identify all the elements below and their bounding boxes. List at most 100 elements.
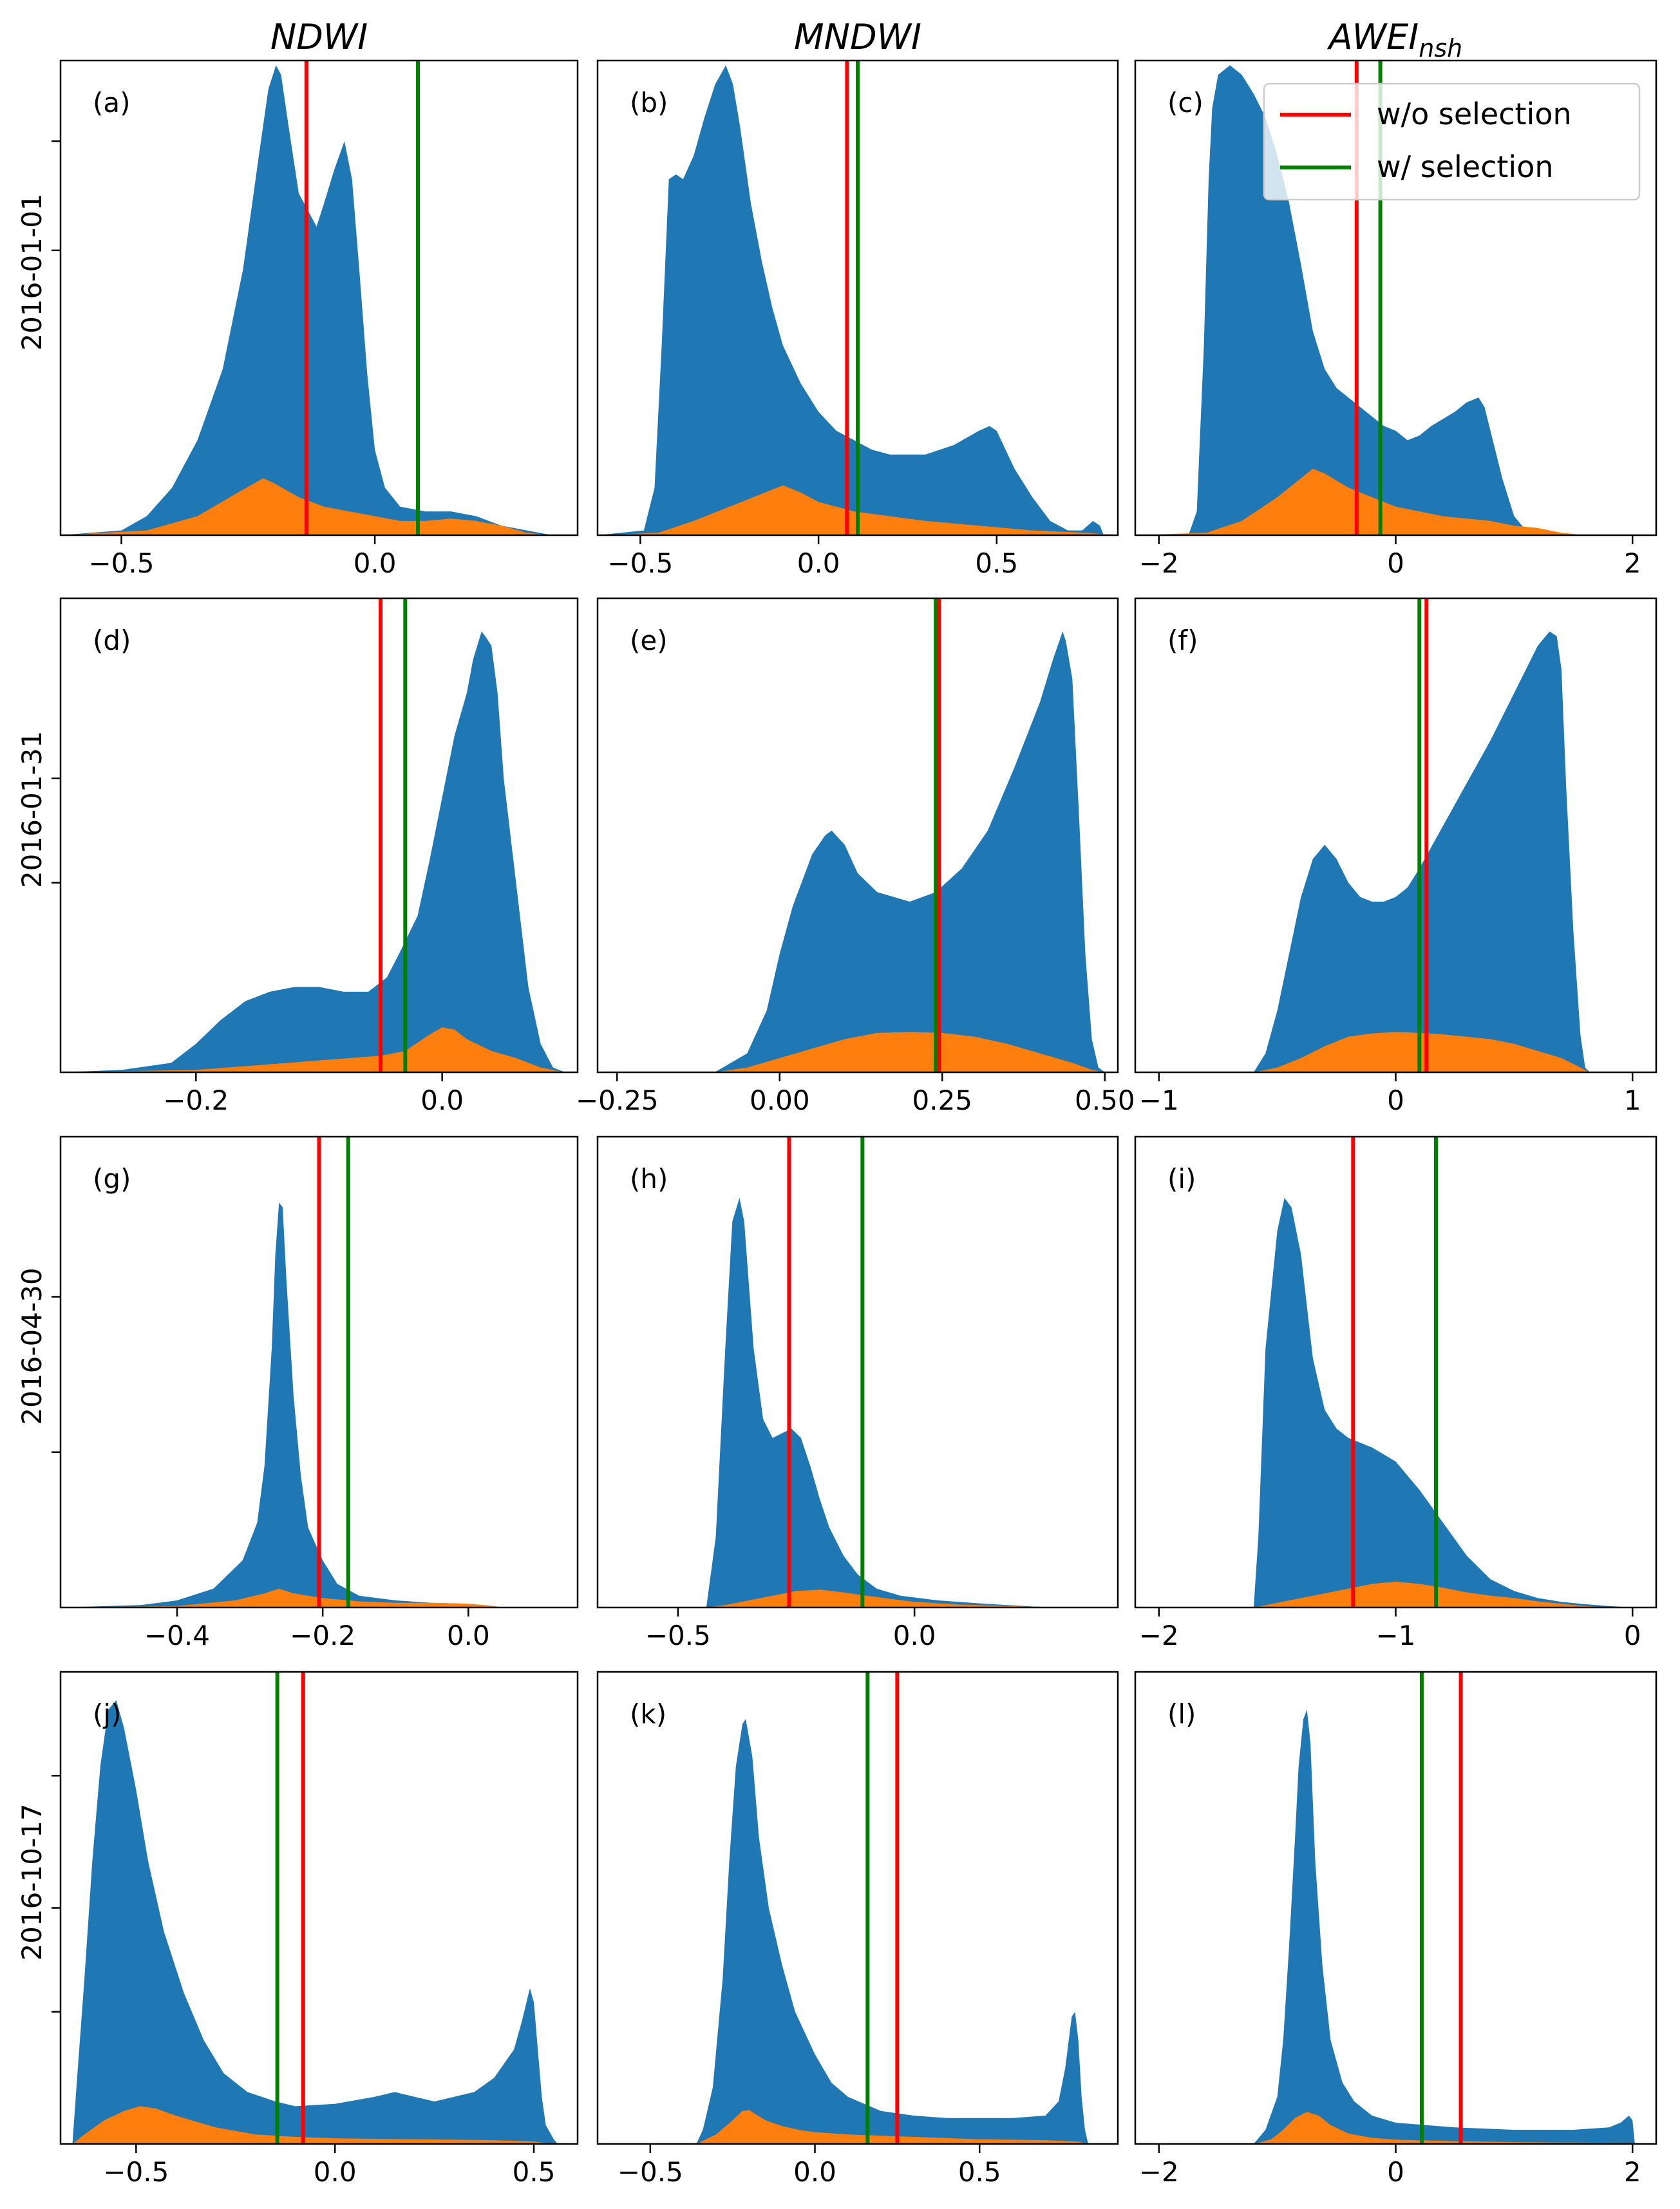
x-tick-label: 0.0 [447,1620,490,1651]
panel-label: (d) [93,625,131,656]
legend-box [1263,82,1641,201]
x-tick-label: 0 [1387,1085,1404,1116]
column-title-main: MNDWI [794,17,921,57]
histogram-subset [598,485,1118,535]
axes-frame [1134,1671,1657,2145]
x-tick-label: 1 [1624,1085,1641,1116]
histogram-all-pixels [61,1700,578,2144]
panels-grid: −0.5 0.0 (a) −0.5 0.0 0.5 (b) −2 0 2 (c) −0.2 0.0 (d)… [52,59,1657,2188]
x-tick-label: 2 [1624,547,1641,579]
panel-k: −0.5 0.0 0.5 (k) [596,1671,1119,2188]
histogram-subset [598,1032,1118,1072]
panel-f: −1 0 1 (f) [1134,597,1657,1116]
panel-label: (l) [1167,1698,1196,1730]
x-tick-label: 0.50 [1075,1085,1135,1116]
panel-h: −0.5 0.0 (h) [596,1135,1119,1651]
panel-label: (k) [630,1698,666,1730]
x-tick-label: 0.0 [893,1620,936,1651]
column-title: NDWI [270,17,368,57]
x-tick-label: 0.0 [420,1085,464,1116]
row-label: 2016-01-01 [16,193,48,350]
panel-b: −0.5 0.0 0.5 (b) [596,59,1119,579]
x-tick-label: 2 [1624,2156,1641,2188]
panel-d: −0.2 0.0 (d) [52,597,579,1116]
row-label: 2016-01-31 [16,731,48,888]
x-tick-label: 0.5 [513,2156,556,2188]
panel-g: −0.4 −0.2 0.0 (g) [52,1135,579,1651]
histogram-subset [1135,1581,1656,1607]
x-tick-label: 0.0 [793,2156,836,2188]
x-tick-label: −2 [1139,1620,1179,1651]
panel-label: (b) [630,87,668,119]
x-tick-label: −0.5 [645,1620,711,1651]
panel-j: −0.5 0.0 0.5 (j) [52,1671,579,2188]
x-tick-label: 0.5 [975,547,1018,579]
panel-label: (i) [1167,1163,1196,1195]
x-tick-label: −0.5 [607,547,673,579]
row-label: 2016-10-17 [16,1803,48,1960]
histogram-all-pixels [598,1719,1118,2144]
row-labels: 2016-01-01 2016-01-31 2016-04-30 2016-10-17 [16,193,48,1960]
x-tick-label: 0.0 [354,547,397,579]
histogram-all-pixels [61,65,578,535]
histogram-all-pixels [1135,1709,1656,2144]
histogram-all-pixels [598,631,1118,1072]
histogram-subset [598,2110,1118,2144]
x-tick-label: −0.2 [290,1620,355,1651]
panel-i: −2 −1 0 (i) [1134,1135,1657,1651]
panel-label: (a) [93,87,131,119]
panel-label: (f) [1167,625,1198,656]
x-tick-label: 0.00 [750,1085,810,1116]
x-tick-label: −1 [1376,1620,1416,1651]
axes-frame [59,59,579,536]
panel-label: (g) [93,1163,131,1195]
histogram-subset [1135,468,1656,535]
column-title-main: NDWI [270,17,368,57]
axes-frame [596,597,1119,1074]
axes-frame [59,597,579,1074]
legend: w/o selection w/ selection [1263,82,1641,201]
axes-frame [596,1671,1119,2145]
panel-label: (h) [630,1163,668,1195]
x-tick-label: 0.5 [958,2156,1001,2188]
column-title-subscript: nsh [1419,34,1462,62]
x-tick-label: 0 [1387,2156,1404,2188]
x-tick-label: 0 [1624,1620,1641,1651]
column-title: AWEInsh [1327,17,1462,62]
column-title: MNDWI [794,17,921,57]
histogram-subset [1135,1032,1656,1072]
histogram-all-pixels [1135,631,1656,1072]
histogram-all-pixels [61,631,578,1072]
x-tick-label: −0.4 [144,1620,210,1651]
histogram-subset [598,1589,1118,1607]
x-tick-label: −2 [1139,547,1179,579]
x-tick-label: −0.2 [163,1085,229,1116]
axes-frame [59,1135,579,1609]
x-tick-label: −0.5 [88,547,154,579]
x-tick-label: 0.25 [912,1085,973,1116]
histogram-all-pixels [598,65,1118,535]
x-tick-label: −1 [1139,1085,1179,1116]
x-tick-label: 0.0 [314,2156,357,2188]
panel-l: −2 0 2 (l) [1134,1671,1657,2188]
column-title-main: AWEI [1327,17,1419,57]
legend-label: w/o selection [1377,97,1572,131]
panel-label: (j) [93,1698,121,1730]
x-tick-label: 0 [1387,547,1404,579]
panel-a: −0.5 0.0 (a) [52,59,579,579]
axes-frame [596,59,1119,536]
histogram-all-pixels [598,1198,1118,1607]
x-tick-label: 0.0 [797,547,840,579]
histogram-subset [61,2106,578,2144]
x-tick-label: −2 [1139,2156,1179,2188]
row-label: 2016-04-30 [16,1267,48,1425]
legend-label: w/ selection [1377,149,1554,184]
panel-label: (e) [630,625,668,656]
x-tick-label: −0.5 [103,2156,169,2188]
column-titles: NDWI MNDWI AWEInsh [270,17,1462,62]
x-tick-label: −0.5 [618,2156,683,2188]
histogram-subset [61,1027,578,1072]
x-tick-label: −0.25 [576,1085,659,1116]
panel-e: −0.25 0.00 0.25 0.50 (e) [576,597,1135,1116]
